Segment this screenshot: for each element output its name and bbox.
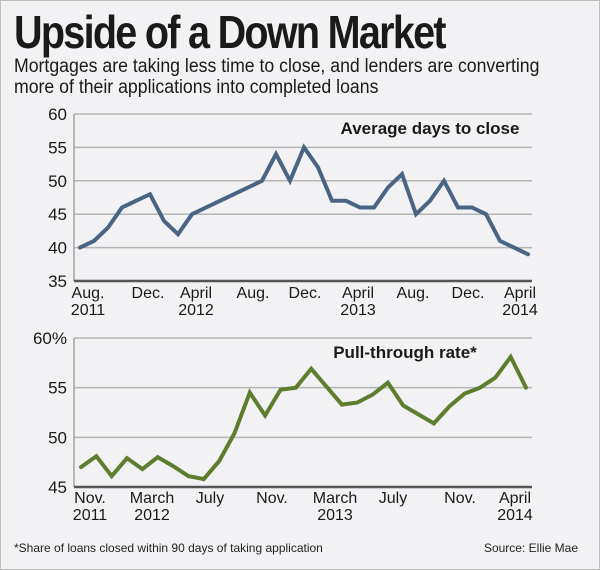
x-tick-label-rate: July: [379, 490, 407, 507]
graphic-title: Upside of a Down Market: [14, 6, 447, 58]
x-tick-label-days: Dec.: [132, 285, 165, 302]
x-tick-year-rate: 2011: [73, 507, 108, 524]
x-tick-year-days: 2014: [502, 302, 538, 319]
y-tick-label-days: 55: [48, 138, 67, 157]
y-tick-label-rate: 50: [48, 428, 67, 447]
y-tick-label-rate: 55: [48, 379, 67, 398]
graphic-subtitle: Mortgages are taking less time to close,…: [14, 56, 540, 98]
y-tick-label-days: 35: [48, 272, 67, 291]
y-tick-label-rate: 45: [48, 478, 67, 497]
series-line-rate: [79, 353, 528, 482]
y-tick-label-days: 40: [48, 239, 67, 258]
y-tick-label-days: 60: [48, 105, 67, 124]
y-tick-label-days: 45: [48, 205, 67, 224]
x-tick-label-days: Aug.: [72, 285, 105, 302]
y-tick-label-days: 50: [48, 172, 67, 191]
x-tick-label-rate: Nov.: [256, 490, 288, 507]
x-tick-label-rate: Nov.: [444, 490, 476, 507]
chart-title-days: Average days to close: [341, 119, 520, 138]
x-tick-year-rate: 2014: [497, 507, 533, 524]
footnote: *Share of loans closed within 90 days of…: [14, 541, 323, 555]
x-tick-year-days: 2013: [340, 302, 376, 319]
x-tick-label-days: Dec.: [289, 285, 322, 302]
x-tick-year-days: 2011: [71, 302, 106, 319]
source-credit: Source: Ellie Mae: [483, 541, 578, 555]
x-tick-label-rate: Nov.: [74, 490, 106, 507]
x-tick-label-rate: March: [313, 490, 357, 507]
y-tick-label-rate: 60%: [33, 329, 67, 348]
chart-title-rate: Pull-through rate*: [333, 343, 477, 362]
x-tick-label-rate: March: [130, 490, 174, 507]
x-tick-year-days: 2012: [178, 302, 214, 319]
series-line-days: [78, 143, 530, 257]
x-tick-label-days: April: [180, 285, 212, 302]
x-tick-label-rate: April: [499, 490, 531, 507]
x-tick-year-rate: 2013: [317, 507, 353, 524]
x-tick-label-days: Dec.: [452, 285, 485, 302]
x-tick-label-rate: July: [196, 490, 224, 507]
x-tick-label-days: April: [342, 285, 374, 302]
x-tick-label-days: April: [504, 285, 536, 302]
x-tick-label-days: Aug.: [397, 285, 430, 302]
x-tick-year-rate: 2012: [134, 507, 170, 524]
x-tick-label-days: Aug.: [237, 285, 270, 302]
